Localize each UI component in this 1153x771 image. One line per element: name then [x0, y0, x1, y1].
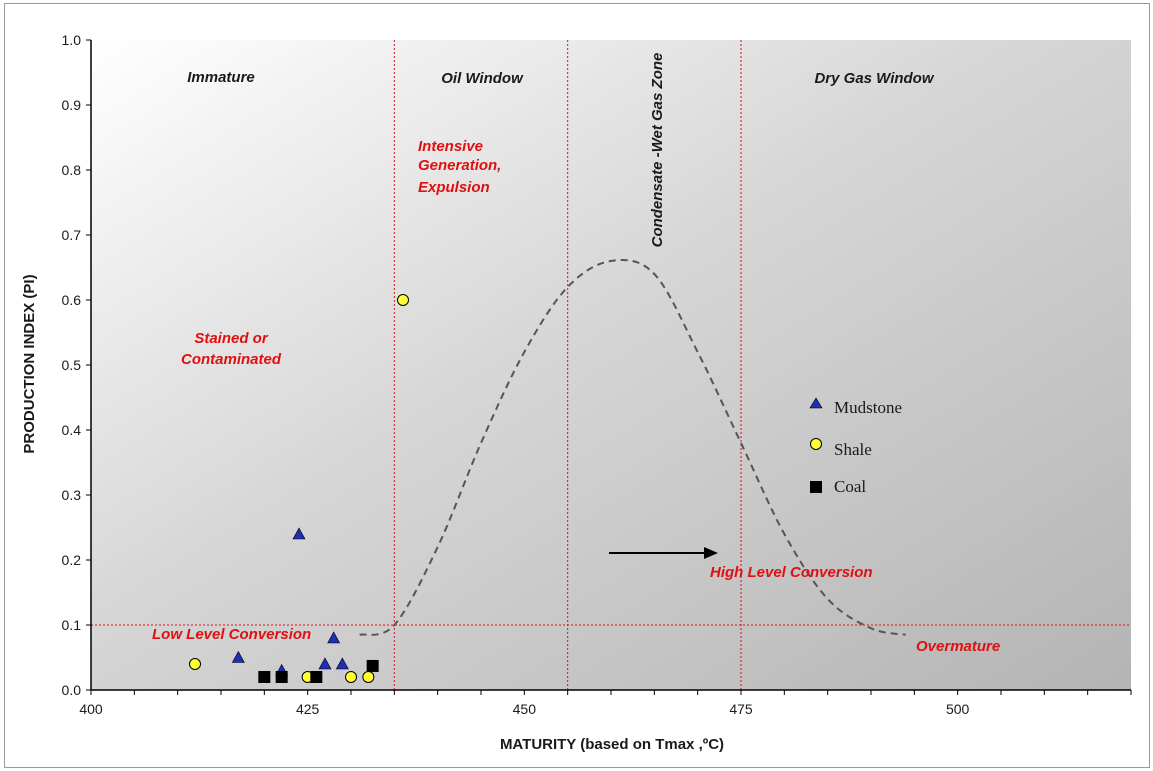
annotation-expulsion: Expulsion	[418, 179, 490, 196]
x-axis-title: MATURITY (based on Tmax ,ºC)	[500, 736, 724, 753]
coal-point	[310, 671, 323, 683]
x-tick-label: 450	[513, 701, 537, 717]
coal-point	[275, 671, 288, 683]
legend-label-shale: Shale	[834, 440, 872, 459]
y-tick-label: 0.2	[62, 552, 82, 568]
plot-area	[91, 40, 1131, 690]
chart-frame	[4, 3, 1150, 768]
y-tick-label: 0.7	[62, 227, 82, 243]
legend-marker-coal	[810, 481, 822, 493]
annotation-high-level-conversion: High Level Conversion	[710, 564, 873, 581]
x-tick-label: 475	[729, 701, 753, 717]
x-tick-label: 500	[946, 701, 970, 717]
mudstone-point	[318, 657, 332, 670]
legend: Mudstone Shale Coal	[809, 397, 902, 496]
legend-marker-shale	[810, 438, 822, 450]
shale-point	[345, 671, 357, 683]
zone-label-oil-window: Oil Window	[441, 70, 524, 87]
y-tick-label: 0.6	[62, 292, 82, 308]
annotation-intensive: Intensive	[418, 138, 483, 155]
mudstone-point	[231, 650, 245, 663]
legend-label-mudstone: Mudstone	[834, 398, 902, 417]
annotation-overmature: Overmature	[916, 638, 1000, 655]
legend-marker-mudstone	[809, 397, 823, 409]
mudstone-point	[327, 631, 341, 644]
annotation-low-level-conversion: Low Level Conversion	[152, 626, 311, 643]
zone-label-dry-gas-window: Dry Gas Window	[814, 70, 934, 87]
shale-point	[397, 294, 409, 306]
mudstone-point	[335, 657, 349, 670]
y-tick-label: 0.4	[62, 422, 82, 438]
y-tick-label: 0.5	[62, 357, 82, 373]
zone-label-immature: Immature	[187, 69, 255, 86]
annotation-contaminated: Contaminated	[181, 351, 282, 368]
shale-point	[189, 658, 201, 670]
zone-label-condensate-wet-gas: Condensate -Wet Gas Zone	[649, 53, 666, 248]
y-tick-label: 0.0	[62, 682, 82, 698]
maturity-curve	[359, 258, 906, 636]
y-tick-label: 0.3	[62, 487, 82, 503]
shale-point	[362, 671, 375, 683]
annotation-generation: Generation,	[418, 157, 501, 174]
legend-label-coal: Coal	[834, 477, 866, 496]
coal-point	[366, 659, 379, 672]
y-tick-label: 0.9	[62, 97, 82, 113]
mudstone-point	[292, 527, 306, 540]
x-tick-label: 400	[79, 701, 103, 717]
coal-point	[258, 671, 271, 683]
arrow-head	[704, 547, 718, 559]
annotation-stained: Stained or	[194, 330, 269, 347]
y-tick-label: 1.0	[62, 32, 82, 48]
y-tick-label: 0.1	[62, 617, 82, 633]
y-tick-label: 0.8	[62, 162, 82, 178]
x-tick-label: 425	[296, 701, 320, 717]
y-axis-title: PRODUCTION INDEX (PI)	[21, 274, 38, 453]
